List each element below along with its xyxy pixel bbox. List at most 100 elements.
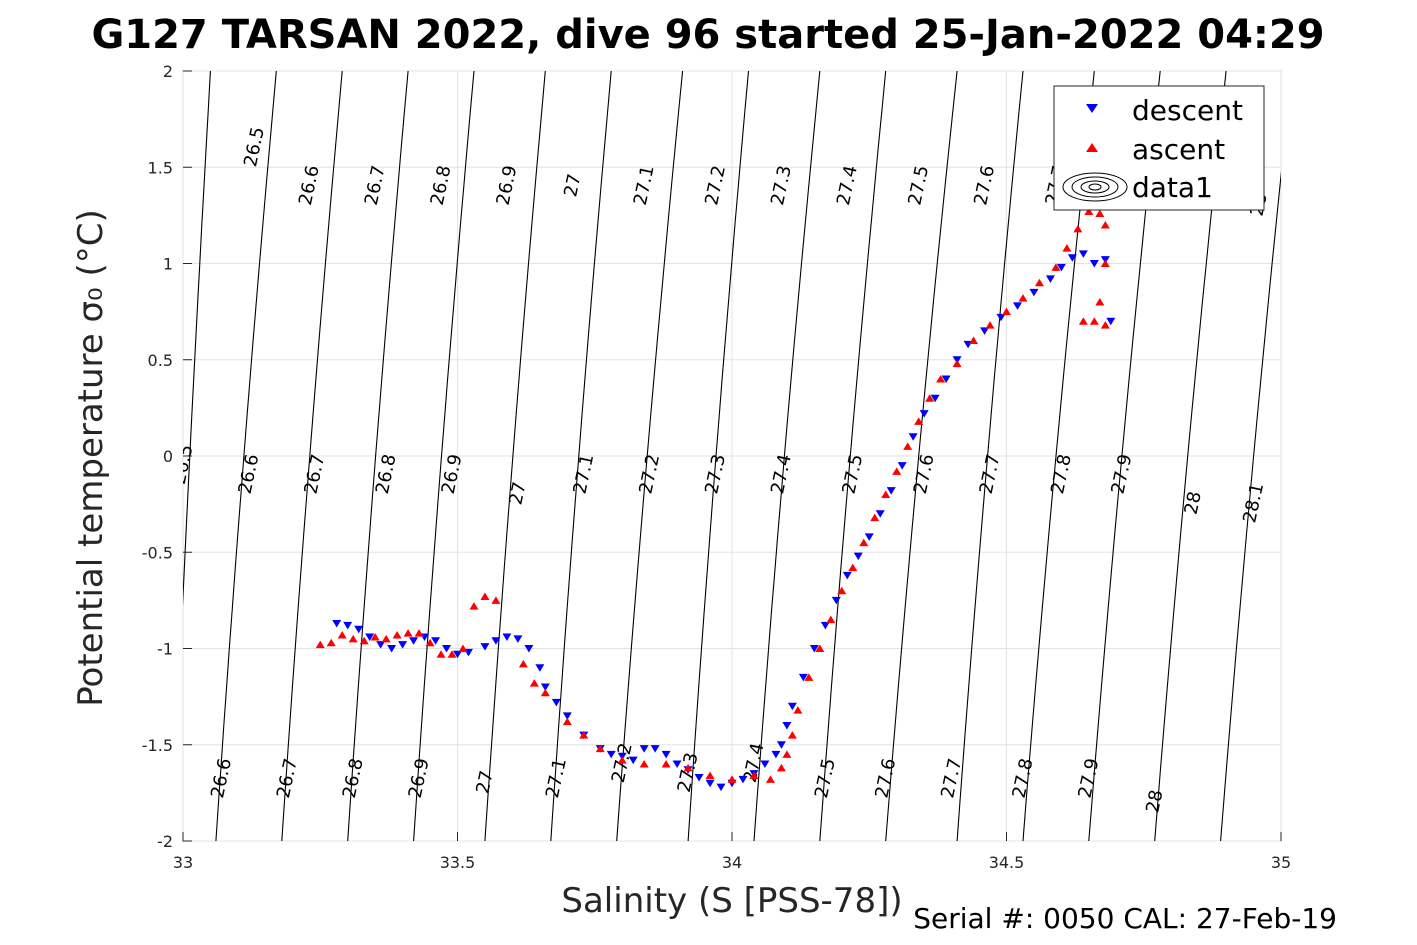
descent-point: [442, 645, 452, 653]
descent-point: [1012, 302, 1022, 310]
descent-point: [886, 487, 896, 495]
ascent-point: [337, 631, 347, 639]
ascent-point: [1100, 321, 1110, 329]
legend-data1-contour-icon: [1062, 172, 1128, 202]
contour-label: 27: [505, 480, 530, 507]
ascent-point: [787, 731, 797, 739]
descent-point: [875, 510, 885, 518]
x-tick-label: 33: [173, 853, 193, 872]
descent-point: [831, 596, 841, 605]
contour-line-26.8: [347, 71, 409, 841]
contour-label: 28: [1181, 490, 1206, 517]
descent-point: [562, 712, 572, 720]
contour-line-27.5: [819, 71, 887, 841]
contour-line-27: [484, 71, 546, 841]
descent-point: [332, 619, 342, 628]
ascent-point: [925, 394, 935, 402]
descent-point: [672, 760, 682, 768]
contour-line-27.2: [616, 71, 684, 841]
ascent-point: [458, 644, 468, 652]
ascent-point: [804, 673, 814, 681]
contour-line-27.7: [956, 71, 1024, 841]
y-tick-label: -2: [157, 832, 173, 851]
y-axis-ticks: -2 -1.5 -1 -0.5 0 0.5 1 1.5 2: [142, 62, 192, 851]
ascent-point: [1095, 298, 1105, 306]
ascent-point: [837, 586, 847, 595]
ascent-point: [1078, 317, 1088, 325]
ascent-point: [661, 760, 671, 768]
contour-line-26.6: [215, 71, 277, 841]
ascent-point: [1034, 278, 1044, 287]
ascent-point: [1100, 221, 1110, 229]
descent-point: [551, 698, 561, 707]
ascent-point: [826, 615, 836, 624]
x-tick-label: 35: [1271, 853, 1291, 872]
x-axis-label: Salinity (S [PSS-78]): [561, 881, 902, 921]
ascent-point: [359, 636, 369, 645]
descent-point: [820, 621, 830, 630]
y-tick-label: -1: [157, 640, 173, 659]
ascent-point: [892, 467, 902, 475]
ascent-point: [326, 638, 336, 647]
contour-line-28.1: [1220, 170, 1281, 841]
ascent-point: [562, 717, 572, 726]
descent-point: [1056, 263, 1066, 272]
contour-line-26.9: [413, 71, 475, 841]
ascent-point: [1073, 224, 1083, 233]
ascent-point: [392, 631, 402, 639]
ascent-point: [705, 771, 715, 780]
descent-point: [787, 702, 797, 711]
x-tick-label: 34: [722, 853, 742, 872]
ascent-point: [985, 321, 995, 329]
descent-point: [1029, 288, 1039, 297]
ascent-point: [348, 634, 358, 643]
ascent-point: [683, 763, 693, 772]
descent-point: [606, 750, 616, 759]
ascent-point: [1051, 263, 1061, 271]
contour-line-27.4: [753, 71, 821, 841]
descent-point: [524, 645, 534, 653]
ascent-point: [425, 638, 435, 647]
y-tick-label: -1.5: [142, 736, 173, 755]
descent-point: [387, 645, 397, 653]
descent-point: [639, 745, 649, 753]
descent-point: [365, 633, 375, 641]
descent-point: [705, 779, 715, 788]
ascent-point: [1002, 307, 1011, 316]
descent-point: [716, 783, 726, 792]
descent-point: [661, 750, 671, 759]
descent-point: [1106, 317, 1116, 326]
contour-label: 27: [472, 769, 497, 796]
descent-point: [628, 756, 638, 765]
ascent-point: [447, 650, 457, 658]
descent-point: [694, 773, 704, 782]
ascent-point: [903, 442, 913, 450]
descent-point: [535, 664, 545, 672]
ascent-point: [1100, 259, 1110, 267]
descent-point: [864, 533, 874, 541]
ascent-point: [595, 744, 605, 753]
ascent-point: [936, 375, 946, 383]
descent-point: [919, 410, 929, 418]
descent-point: [771, 750, 781, 759]
descent-point: [398, 641, 408, 649]
x-tick-label: 33.5: [440, 853, 476, 872]
ascent-point: [793, 706, 803, 714]
ascent-point: [952, 359, 962, 368]
ascent-point: [315, 640, 325, 649]
descent-point: [1067, 254, 1077, 262]
descent-point: [513, 635, 523, 643]
y-tick-label: 1.5: [148, 158, 173, 177]
ascent-point: [403, 629, 413, 637]
ascent-point: [776, 763, 786, 772]
descent-point: [798, 673, 808, 682]
contour-line-26.7: [281, 71, 343, 841]
ascent-point: [491, 596, 501, 604]
ascent-point: [1089, 317, 1099, 325]
ascent-point: [815, 644, 825, 652]
descent-point: [354, 625, 364, 634]
chart-title: G127 TARSAN 2022, dive 96 started 25-Jan…: [91, 12, 1324, 58]
descent-point: [1045, 275, 1055, 283]
ascent-point: [381, 634, 391, 643]
descent-point: [908, 433, 918, 441]
